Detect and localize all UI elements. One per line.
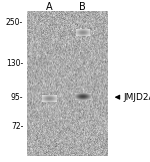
Text: A: A [46, 2, 53, 12]
Text: 95-: 95- [11, 93, 23, 102]
Text: 250-: 250- [6, 18, 23, 27]
Text: B: B [79, 2, 86, 12]
Text: JMJD2A: JMJD2A [123, 93, 150, 102]
Text: 72-: 72- [11, 122, 23, 131]
Text: 130-: 130- [6, 59, 23, 68]
